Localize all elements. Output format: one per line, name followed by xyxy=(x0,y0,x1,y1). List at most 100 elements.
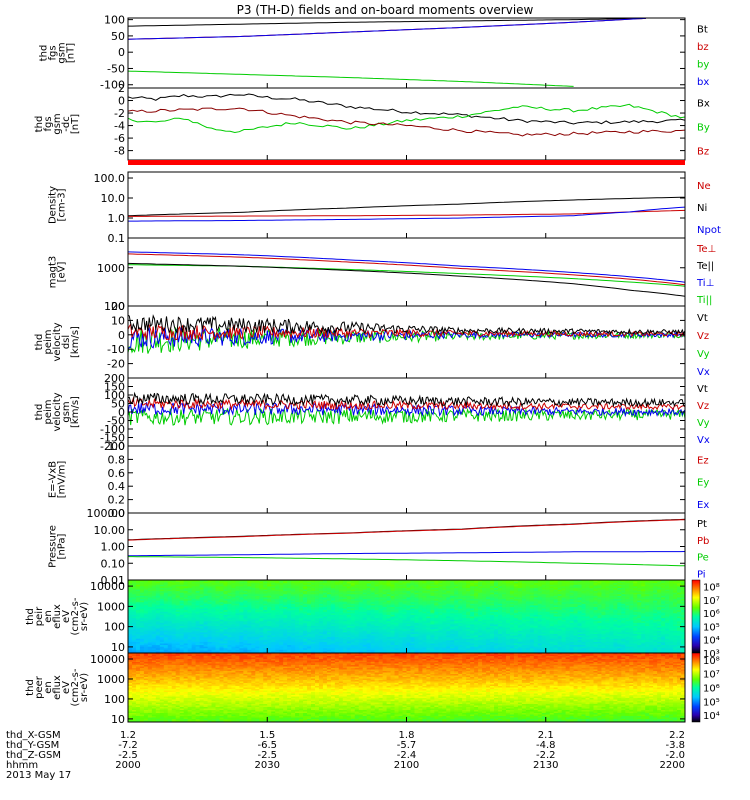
heatmap-cell xyxy=(255,627,260,630)
heatmap-cell xyxy=(135,597,141,600)
heatmap-cell xyxy=(223,622,228,625)
heatmap-cell xyxy=(147,602,153,605)
legend-label: Vt xyxy=(697,313,708,324)
heatmap-cell xyxy=(482,583,487,586)
heatmap-cell xyxy=(490,637,495,640)
heatmap-cell xyxy=(195,583,201,586)
heatmap-cell xyxy=(243,645,248,648)
heatmap-cell xyxy=(426,606,431,610)
heatmap-cell xyxy=(422,589,427,592)
heatmap-cell xyxy=(346,641,352,644)
heatmap-cell xyxy=(318,600,324,603)
heatmap-cell xyxy=(271,626,276,629)
heatmap-cell xyxy=(128,645,133,648)
heatmap-cell xyxy=(346,621,352,624)
heatmap-cell xyxy=(183,640,189,643)
heatmap-cell xyxy=(283,581,288,584)
heatmap-cell xyxy=(486,603,491,606)
heatmap-cell xyxy=(271,592,276,595)
heatmap-cell xyxy=(199,613,205,616)
heatmap-cell xyxy=(370,583,376,586)
heatmap-cell xyxy=(255,581,260,584)
heatmap-cell xyxy=(470,592,475,595)
heatmap-cell xyxy=(378,589,384,592)
heatmap-cell xyxy=(338,591,344,594)
heatmap-cell xyxy=(219,640,224,643)
heatmap-cell xyxy=(255,586,260,589)
heatmap-cell xyxy=(191,637,197,640)
heatmap-cell xyxy=(422,580,427,583)
heatmap-cell xyxy=(458,645,463,648)
heatmap-cell xyxy=(303,594,308,597)
heatmap-cell xyxy=(430,616,435,619)
heatmap-cell xyxy=(418,630,423,633)
heatmap-cell xyxy=(386,610,392,613)
heatmap-cell xyxy=(191,616,197,619)
heatmap-cell xyxy=(231,629,236,632)
heatmap-cell xyxy=(478,603,483,606)
heatmap-cell xyxy=(490,649,495,652)
heatmap-cell xyxy=(434,640,439,643)
heatmap-cell xyxy=(354,606,360,610)
heatmap-cell xyxy=(275,629,280,632)
heatmap-cell xyxy=(219,629,224,632)
heatmap-cell xyxy=(338,580,344,583)
heatmap-cell xyxy=(291,611,296,614)
heatmap-cell xyxy=(394,597,400,600)
heatmap-cell xyxy=(299,632,304,635)
heatmap-cell xyxy=(330,611,336,614)
heatmap-cell xyxy=(128,624,133,627)
heatmap-cell xyxy=(350,613,356,616)
heatmap-cell xyxy=(259,616,264,619)
series-group xyxy=(128,314,685,354)
y-tick-label: 50 xyxy=(111,398,125,411)
heatmap-cell xyxy=(410,633,415,637)
heatmap-cell xyxy=(318,630,324,633)
heatmap-cell xyxy=(334,637,340,640)
heatmap-cell xyxy=(311,638,316,641)
heatmap-cell xyxy=(354,603,360,606)
heatmap-cell xyxy=(370,599,376,602)
heatmap-cell xyxy=(187,606,193,610)
heatmap-cell xyxy=(386,637,392,640)
heatmap-cell xyxy=(291,610,296,613)
heatmap-cell xyxy=(342,643,348,646)
heatmap-cell xyxy=(151,606,157,610)
heatmap-cell xyxy=(446,641,451,644)
heatmap-cell xyxy=(414,629,419,632)
heatmap-cell xyxy=(394,599,400,602)
heatmap-cell xyxy=(442,645,447,648)
heatmap-cell xyxy=(509,584,515,587)
heatmap-cell xyxy=(311,591,316,594)
heatmap-cell xyxy=(517,630,523,633)
heatmap-cell xyxy=(470,589,475,592)
y-tick-label: 2 xyxy=(118,82,125,95)
heatmap-cell xyxy=(283,606,288,610)
heatmap-cell xyxy=(330,614,336,617)
heatmap-cell xyxy=(486,584,491,587)
heatmap-cell xyxy=(434,627,439,630)
heatmap-cell xyxy=(466,606,471,610)
heatmap-cell xyxy=(446,605,451,608)
heatmap-cell xyxy=(179,638,185,641)
heatmap-cell xyxy=(211,602,217,605)
heatmap-cell xyxy=(382,645,388,648)
heatmap-cell xyxy=(255,613,260,616)
heatmap-cell xyxy=(486,587,491,591)
heatmap-cell xyxy=(199,602,205,605)
heatmap-cell xyxy=(155,630,161,633)
heatmap-cell xyxy=(143,621,149,624)
heatmap-cell xyxy=(143,638,149,641)
heatmap-cell xyxy=(426,648,431,651)
heatmap-cell xyxy=(175,621,181,624)
heatmap-cell xyxy=(139,581,145,584)
heatmap-cell xyxy=(446,626,451,629)
heatmap-cell xyxy=(442,649,447,652)
heatmap-cell xyxy=(283,613,288,616)
heatmap-cell xyxy=(390,589,396,592)
heatmap-cell xyxy=(354,637,360,640)
heatmap-cell xyxy=(498,624,503,627)
heatmap-cell xyxy=(279,608,284,611)
heatmap-cell xyxy=(251,610,256,613)
